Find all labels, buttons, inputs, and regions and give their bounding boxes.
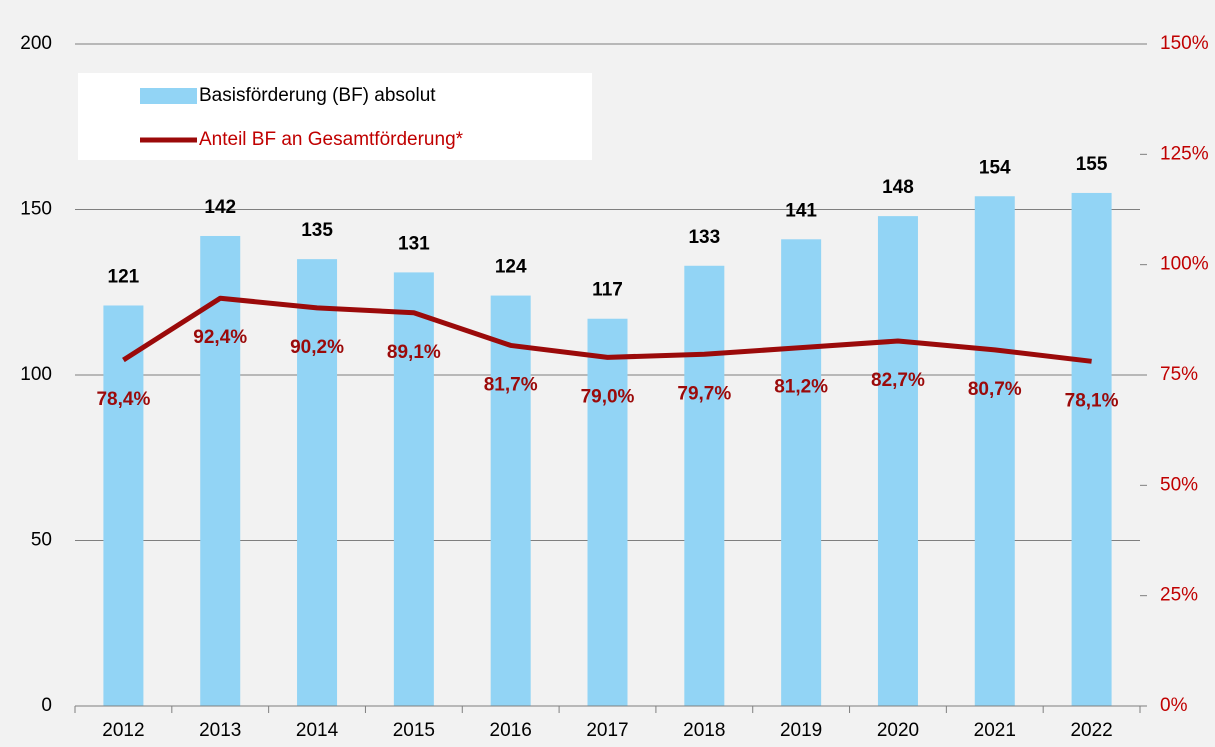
bar-value-label: 117 [592,280,623,301]
bar [877,216,918,706]
line-value-label: 89,1% [387,342,441,363]
bar-value-label: 124 [495,257,527,278]
bar-value-label: 121 [108,267,140,288]
bar-value-label: 131 [398,233,430,254]
line-value-label: 81,2% [774,377,828,398]
legend-label: Basisförderung (BF) absolut [199,85,436,106]
x-tick-label: 2017 [586,720,628,741]
line-value-label: 80,7% [968,379,1022,400]
bar-value-label: 133 [688,227,720,248]
bar-value-label: 142 [204,197,236,218]
y-tick-label: 150 [20,199,52,220]
line-value-label: 78,4% [96,389,150,410]
legend-box [78,73,592,160]
x-tick-label: 2015 [393,720,435,741]
y-tick-label: 200 [20,33,52,54]
y2-tick-label: 50% [1160,474,1198,495]
bar [684,265,725,706]
y2-tick-label: 0% [1160,695,1188,716]
bar [781,239,822,707]
y2-tick-label: 100% [1160,254,1209,275]
line [122,295,1092,364]
y-tick-label: 50 [31,530,52,551]
line-value-label: 92,4% [193,327,247,348]
bar-value-label: 148 [882,177,914,198]
x-tick-label: 2014 [296,720,339,741]
legend-label: Anteil BF an Gesamtförderung* [199,129,464,150]
bar [200,235,241,707]
x-tick-label: 2019 [780,720,822,741]
bar [490,295,531,706]
line-value-label: 82,7% [871,370,925,391]
bar-value-label: 154 [979,157,1011,178]
bar [1071,192,1112,706]
line-value-label: 79,7% [677,383,731,404]
y2-tick-label: 150% [1160,33,1209,54]
x-tick-label: 2013 [199,720,241,741]
line-value-label: 78,1% [1065,390,1119,411]
y2-tick-label: 125% [1160,143,1209,164]
legend-swatch [140,88,197,104]
bar [297,259,338,706]
y-tick-label: 100 [20,364,52,385]
bar [974,196,1015,706]
bar-value-label: 135 [301,220,333,241]
bar [393,272,434,706]
x-tick-label: 2021 [974,720,1016,741]
bar-value-label: 155 [1076,154,1108,175]
x-tick-label: 2012 [102,720,144,741]
bar [103,305,144,706]
x-tick-label: 2022 [1070,720,1112,741]
x-tick-label: 2018 [683,720,725,741]
line-value-label: 79,0% [581,386,635,407]
bar [587,318,628,706]
bar-value-label: 141 [785,200,817,221]
x-tick-label: 2020 [877,720,919,741]
line-value-label: 81,7% [484,374,538,395]
y2-tick-label: 25% [1160,585,1198,606]
y-tick-label: 0 [41,695,52,716]
y2-tick-label: 75% [1160,364,1198,385]
x-tick-label: 2016 [490,720,532,741]
line-value-label: 90,2% [290,337,344,358]
